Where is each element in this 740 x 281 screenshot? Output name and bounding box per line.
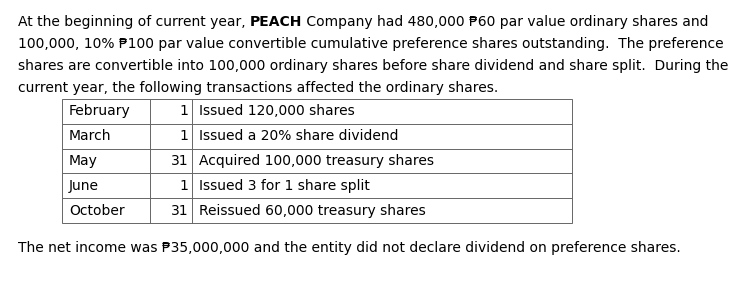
Bar — [62, 99, 572, 223]
Text: May: May — [69, 154, 98, 168]
Text: 1: 1 — [180, 179, 189, 193]
Text: Company had 480,000 ₱60 par value ordinary shares and: Company had 480,000 ₱60 par value ordina… — [303, 15, 709, 29]
Text: At the beginning of current year,: At the beginning of current year, — [18, 15, 250, 29]
Text: Issued 3 for 1 share split: Issued 3 for 1 share split — [199, 179, 370, 193]
Text: shares are convertible into 100,000 ordinary shares before share dividend and sh: shares are convertible into 100,000 ordi… — [18, 59, 728, 73]
Text: 100,000, 10% ₱100 par value convertible cumulative preference shares outstanding: 100,000, 10% ₱100 par value convertible … — [18, 37, 724, 51]
Text: Reissued 60,000 treasury shares: Reissued 60,000 treasury shares — [199, 204, 425, 217]
Text: June: June — [69, 179, 99, 193]
Text: 31: 31 — [171, 154, 189, 168]
Text: March: March — [69, 129, 112, 143]
Text: current year, the following transactions affected the ordinary shares.: current year, the following transactions… — [18, 81, 498, 95]
Text: The net income was ₱35,000,000 and the entity did not declare dividend on prefer: The net income was ₱35,000,000 and the e… — [18, 241, 681, 255]
Text: Issued a 20% share dividend: Issued a 20% share dividend — [199, 129, 399, 143]
Text: PEACH: PEACH — [250, 15, 303, 29]
Text: Issued 120,000 shares: Issued 120,000 shares — [199, 105, 354, 118]
Text: 1: 1 — [180, 129, 189, 143]
Text: Acquired 100,000 treasury shares: Acquired 100,000 treasury shares — [199, 154, 434, 168]
Text: October: October — [69, 204, 124, 217]
Text: February: February — [69, 105, 131, 118]
Text: 1: 1 — [180, 105, 189, 118]
Text: 31: 31 — [171, 204, 189, 217]
